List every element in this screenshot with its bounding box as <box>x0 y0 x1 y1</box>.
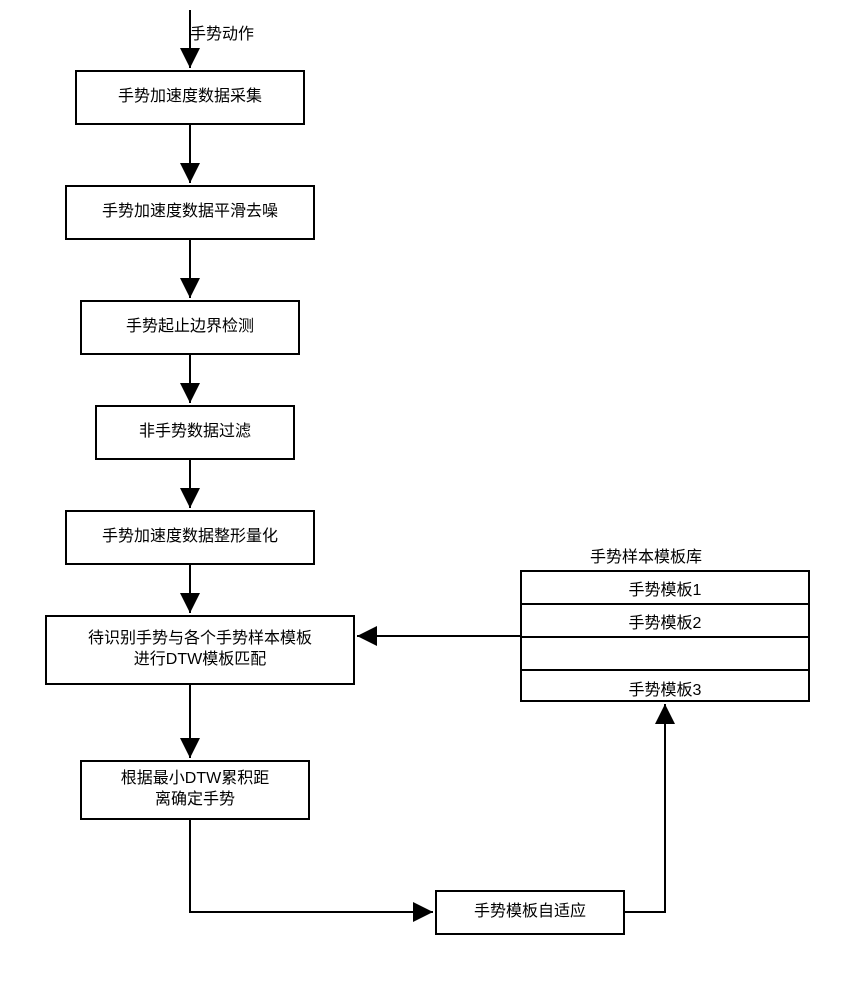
library-row: 手势模板2 <box>522 605 808 638</box>
step-dtw-match: 待识别手势与各个手势样本模板 进行DTW模板匹配 <box>45 615 355 685</box>
step-text: 手势模板自适应 <box>474 902 586 923</box>
step-text: 手势起止边界检测 <box>126 317 254 338</box>
step-smooth-denoise: 手势加速度数据平滑去噪 <box>65 185 315 240</box>
step-text: 手势加速度数据整形量化 <box>102 527 278 548</box>
library-title: 手势样本模板库 <box>590 543 702 567</box>
library-row-text: 手势模板2 <box>629 609 702 633</box>
step-adaptive: 手势模板自适应 <box>435 890 625 935</box>
step-filter: 非手势数据过滤 <box>95 405 295 460</box>
step-text: 手势加速度数据采集 <box>118 87 262 108</box>
template-library: 手势模板1 手势模板2 手势模板3 <box>520 570 810 702</box>
step-boundary-detect: 手势起止边界检测 <box>80 300 300 355</box>
library-row-text: 手势模板1 <box>629 576 702 600</box>
library-row: 手势模板1 <box>522 572 808 605</box>
library-row: 手势模板3 <box>522 671 808 704</box>
arrows-layer <box>0 0 856 1000</box>
library-row <box>522 638 808 671</box>
step-text: 非手势数据过滤 <box>139 422 251 443</box>
start-label: 手势动作 <box>190 20 254 44</box>
library-row-text: 手势模板3 <box>629 676 702 700</box>
step-text: 根据最小DTW累积距 离确定手势 <box>121 769 269 811</box>
step-text: 手势加速度数据平滑去噪 <box>102 202 278 223</box>
step-text: 待识别手势与各个手势样本模板 进行DTW模板匹配 <box>88 629 312 671</box>
step-quantize: 手势加速度数据整形量化 <box>65 510 315 565</box>
step-data-collection: 手势加速度数据采集 <box>75 70 305 125</box>
step-determine: 根据最小DTW累积距 离确定手势 <box>80 760 310 820</box>
